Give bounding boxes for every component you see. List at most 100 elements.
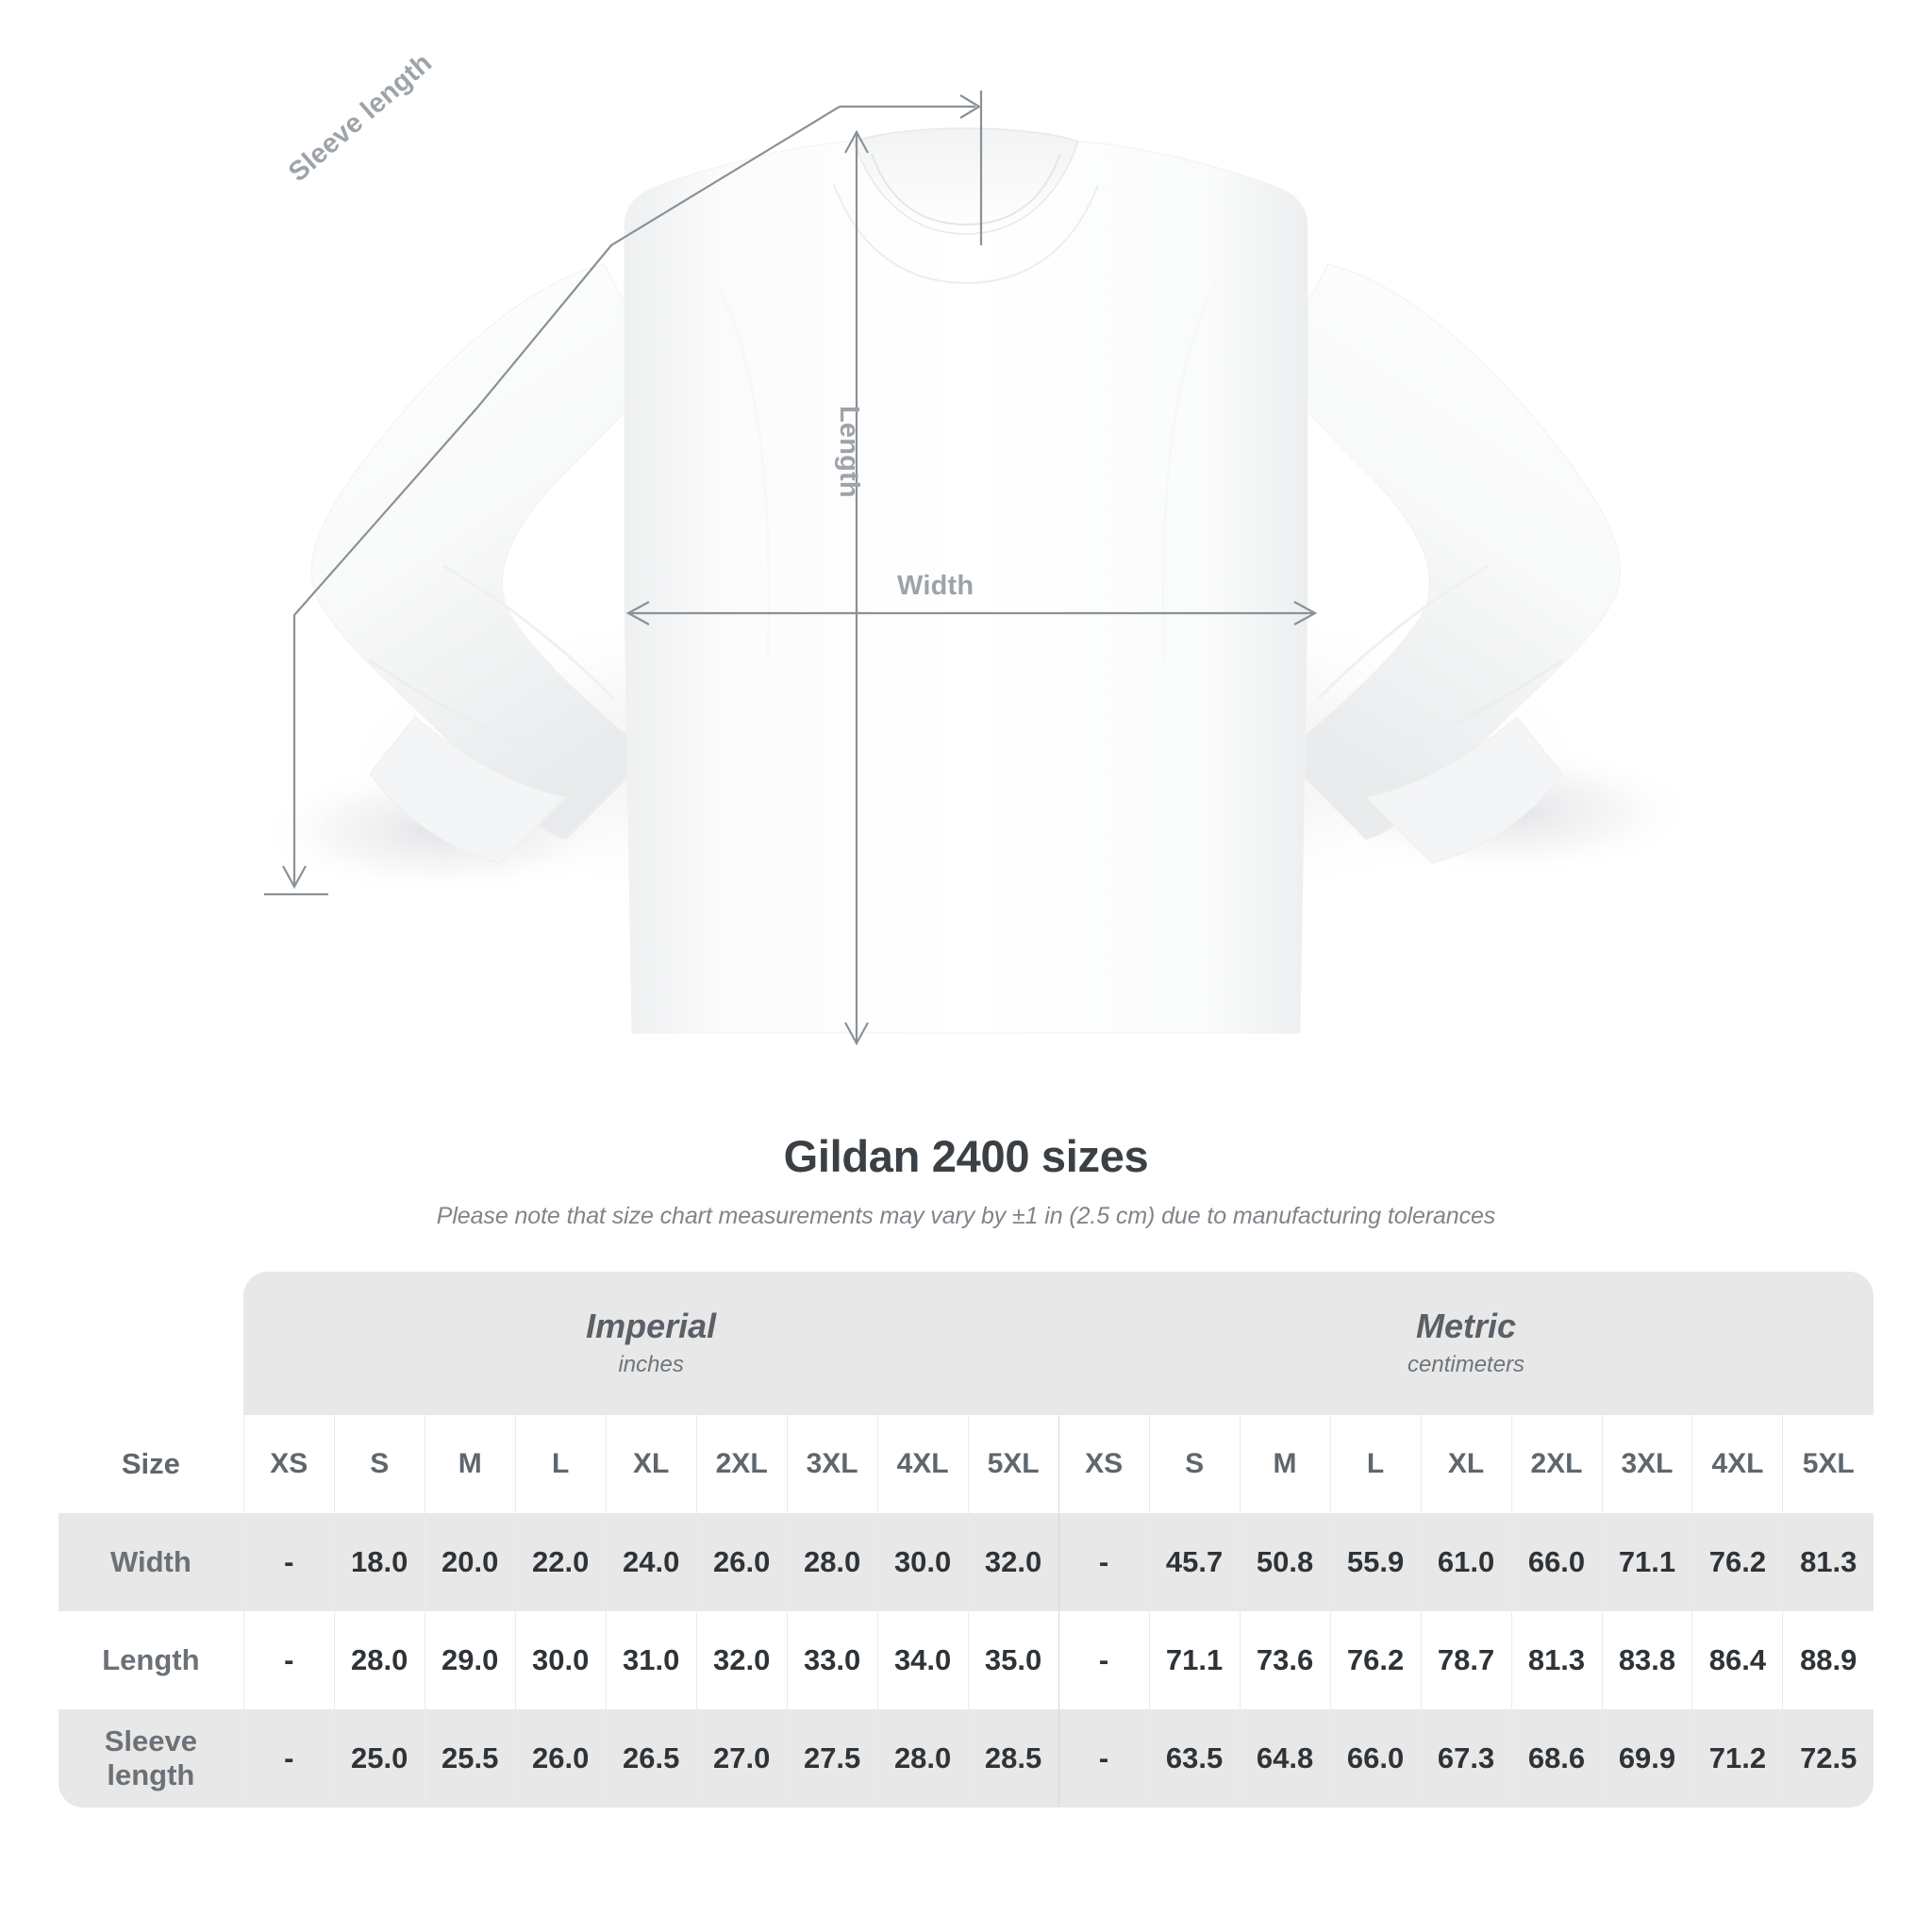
measurement-cell: - xyxy=(1058,1709,1150,1807)
length-top-arrowhead xyxy=(844,129,869,154)
measurement-cell: 81.3 xyxy=(1510,1611,1602,1709)
size-header-cell: 4XL xyxy=(1691,1415,1783,1513)
unit-name: Imperial xyxy=(586,1306,717,1345)
length-dimension-label: Length xyxy=(834,406,864,498)
measurement-cell: 71.1 xyxy=(1601,1513,1692,1611)
size-header-cell: L xyxy=(1329,1415,1422,1513)
measurement-cell: 66.0 xyxy=(1329,1709,1422,1807)
measurement-cell: 67.3 xyxy=(1420,1709,1512,1807)
size-header-cell: 2XL xyxy=(1510,1415,1602,1513)
size-header-cell: XS xyxy=(242,1415,335,1513)
measurement-cell: 26.0 xyxy=(695,1513,788,1611)
size-header-cell: 2XL xyxy=(695,1415,788,1513)
size-header-cell: M xyxy=(1239,1415,1331,1513)
measurement-cell: 88.9 xyxy=(1782,1611,1874,1709)
table-row: Width -18.0 20.0 22.0 24.0 26.0 28.0 30.0 32.0-4… xyxy=(58,1513,1874,1611)
measurement-cell: 45.7 xyxy=(1148,1513,1241,1611)
measurement-cell: 20.0 xyxy=(424,1513,516,1611)
measurement-cell: 30.0 xyxy=(876,1513,969,1611)
size-header-cell: M xyxy=(424,1415,516,1513)
measurement-cell: 50.8 xyxy=(1239,1513,1331,1611)
size-header-cell: 3XL xyxy=(1601,1415,1692,1513)
measurement-cell: 34.0 xyxy=(876,1611,969,1709)
page-title: Gildan 2400 sizes xyxy=(783,1131,1149,1181)
unit-header-imperial: Imperial inches xyxy=(243,1272,1059,1415)
measurement-cell: 32.0 xyxy=(695,1611,788,1709)
size-header-cell: 4XL xyxy=(876,1415,969,1513)
row-label: Width xyxy=(58,1513,244,1611)
measurement-cell: 30.0 xyxy=(514,1611,607,1709)
measurement-cell: 31.0 xyxy=(605,1611,697,1709)
width-right-arrowhead xyxy=(1293,601,1318,625)
measurement-cell: 28.0 xyxy=(876,1709,969,1807)
measurement-cell: - xyxy=(242,1709,335,1807)
measurement-cell: 26.5 xyxy=(605,1709,697,1807)
shirt-shape xyxy=(310,127,1622,1034)
measurement-cell: - xyxy=(242,1611,335,1709)
title-block: Gildan 2400 sizes Please note that size … xyxy=(0,1130,1932,1230)
measurement-cell: 78.7 xyxy=(1420,1611,1512,1709)
row-label: Length xyxy=(58,1611,244,1709)
unit-header-row: Imperial inches Metric centimeters xyxy=(58,1272,1874,1415)
unit-name: Metric xyxy=(1416,1306,1517,1345)
measurement-lines xyxy=(264,91,1318,1046)
measurement-cell: 28.5 xyxy=(967,1709,1059,1807)
measurement-cell: 86.4 xyxy=(1691,1611,1783,1709)
measurement-cell: 25.5 xyxy=(424,1709,516,1807)
row-label: Sleeve length xyxy=(58,1709,244,1807)
sleeve-length-guide xyxy=(292,106,841,885)
table-row: Length -28.0 29.0 30.0 31.0 32.0 33.0 34.0 35.0-… xyxy=(58,1611,1874,1709)
measurement-cell: - xyxy=(1058,1611,1150,1709)
measurement-cell: 68.6 xyxy=(1510,1709,1602,1807)
size-header-label: Size xyxy=(58,1415,244,1513)
size-header-cell: XL xyxy=(605,1415,697,1513)
measurement-cell: 63.5 xyxy=(1148,1709,1241,1807)
measurement-cell: 81.3 xyxy=(1782,1513,1874,1611)
garment-illustration: Sleeve length Length Width xyxy=(255,48,1698,1046)
measurement-cell: 35.0 xyxy=(967,1611,1059,1709)
measurement-cell: 29.0 xyxy=(424,1611,516,1709)
measurement-cell: - xyxy=(242,1513,335,1611)
size-header-cell: L xyxy=(514,1415,607,1513)
unit-sub: inches xyxy=(618,1352,684,1378)
size-header-cell: S xyxy=(333,1415,425,1513)
sleeve-top-arrowhead xyxy=(959,94,982,119)
size-header-cell: XS xyxy=(1058,1415,1150,1513)
measurement-cell: 28.0 xyxy=(333,1611,425,1709)
unit-header-metric: Metric centimeters xyxy=(1058,1272,1874,1415)
unit-sub: centimeters xyxy=(1407,1352,1525,1378)
size-header-cell: 3XL xyxy=(786,1415,878,1513)
measurement-cell: 28.0 xyxy=(786,1513,878,1611)
measurement-cell: - xyxy=(1058,1513,1150,1611)
measurement-cell: 32.0 xyxy=(967,1513,1059,1611)
table-row: Sleeve length -25.0 25.5 26.0 26.5 27.0 27.5 28… xyxy=(58,1709,1874,1807)
measurement-cell: 69.9 xyxy=(1601,1709,1692,1807)
size-chart-table: Imperial inches Metric centimeters Size XS S M L… xyxy=(58,1272,1874,1807)
length-bottom-arrowhead xyxy=(844,1022,869,1046)
width-left-arrowhead xyxy=(625,601,650,625)
width-dimension-label: Width xyxy=(897,571,974,601)
measurement-cell: 27.0 xyxy=(695,1709,788,1807)
size-header-row: Size XS S M L XL 2XL 3XL 4XL 5XL XS S M L XL 2XL 3XL 4XL 5… xyxy=(58,1415,1874,1513)
measurement-cell: 71.2 xyxy=(1691,1709,1783,1807)
size-header-cell: XL xyxy=(1420,1415,1512,1513)
measurement-cell: 71.1 xyxy=(1148,1611,1241,1709)
measurement-cell: 61.0 xyxy=(1420,1513,1512,1611)
sleeve-bottom-arrowhead xyxy=(282,865,307,890)
measurement-cell: 73.6 xyxy=(1239,1611,1331,1709)
measurement-cell: 22.0 xyxy=(514,1513,607,1611)
garment-svg xyxy=(255,91,1698,1046)
measurement-cell: 55.9 xyxy=(1329,1513,1422,1611)
measurement-cell: 26.0 xyxy=(514,1709,607,1807)
tolerance-note: Please note that size chart measurements… xyxy=(436,1203,1496,1229)
measurement-cell: 27.5 xyxy=(786,1709,878,1807)
size-header-cell: S xyxy=(1148,1415,1241,1513)
measurement-cell: 64.8 xyxy=(1239,1709,1331,1807)
measurement-cell: 18.0 xyxy=(333,1513,425,1611)
size-header-cell: 5XL xyxy=(1782,1415,1874,1513)
measurement-cell: 76.2 xyxy=(1691,1513,1783,1611)
measurement-cell: 83.8 xyxy=(1601,1611,1692,1709)
measurement-cell: 25.0 xyxy=(333,1709,425,1807)
measurement-cell: 33.0 xyxy=(786,1611,878,1709)
measurement-cell: 72.5 xyxy=(1782,1709,1874,1807)
